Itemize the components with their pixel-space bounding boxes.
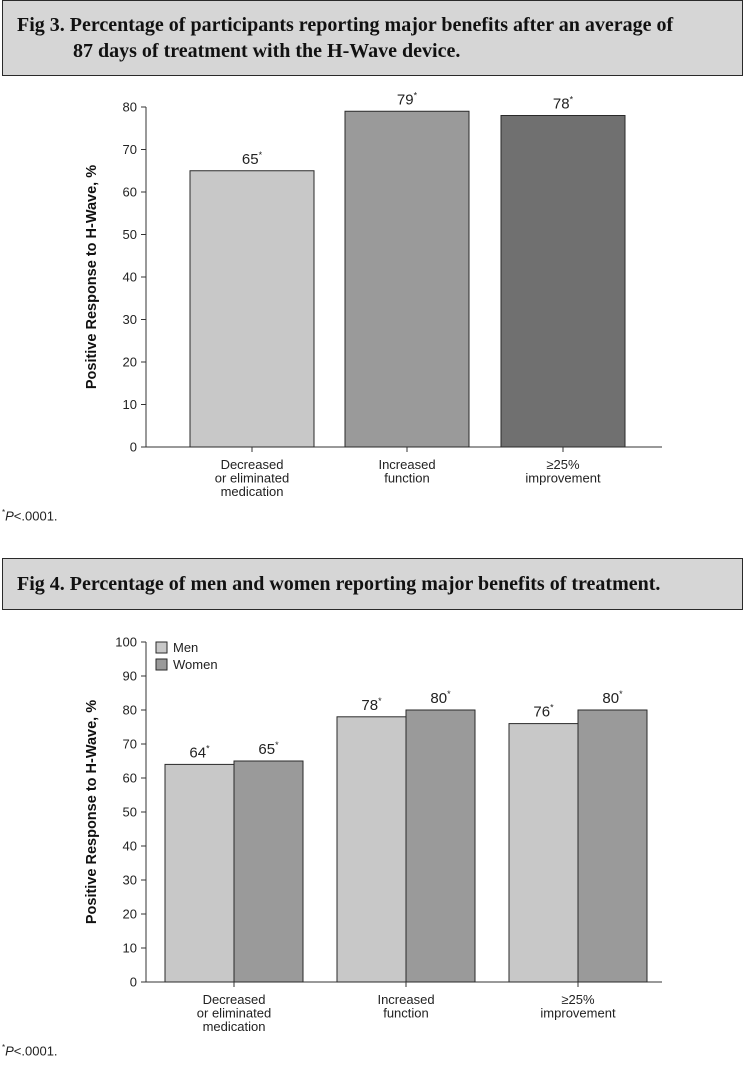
y-axis-title: Positive Response to H-Wave, % — [84, 165, 100, 389]
bar — [344, 110, 470, 448]
bar — [577, 709, 648, 983]
x-category-label: function — [384, 471, 430, 486]
x-category-label: improvement — [540, 1006, 616, 1021]
figure-4-title: Fig 4. Percentage of men and women repor… — [2, 558, 743, 610]
bar — [164, 763, 235, 983]
x-category-label: medication — [203, 1019, 266, 1034]
footnote-p-symbol: P — [5, 1043, 14, 1059]
x-category-label: Decreased — [221, 457, 284, 472]
x-category-label: ≥25% — [546, 457, 580, 472]
legend-swatch — [155, 658, 168, 671]
x-category-label: or eliminated — [215, 471, 289, 486]
y-tick-label: 80 — [123, 100, 137, 115]
x-category-label: Increased — [377, 992, 434, 1007]
y-tick-label: 30 — [123, 873, 137, 888]
y-tick-label: 60 — [123, 771, 137, 786]
footnote-p-value: <.0001. — [13, 508, 58, 524]
bar — [336, 716, 407, 983]
y-axis-title: Positive Response to H-Wave, % — [84, 700, 100, 924]
figure-4-grouped-bar-chart: 0 10 20 30 40 50 60 70 80 90 100 Positive Response … — [84, 635, 662, 1034]
legend-label: Men — [173, 640, 198, 655]
y-tick-label: 100 — [115, 635, 137, 650]
y-tick-label: 80 — [123, 703, 137, 718]
bar-value-label: 64* — [189, 743, 210, 761]
bar-value-label: 80* — [430, 689, 451, 707]
y-tick-label: 90 — [123, 669, 137, 684]
y-tick-label: 60 — [123, 185, 137, 200]
figure-3-bar-chart: 0 10 20 30 40 50 60 70 80 Positive Response to H-… — [84, 90, 662, 499]
y-tick-label: 30 — [123, 312, 137, 327]
legend-label: Women — [173, 657, 218, 672]
figure-3-title: Fig 3. Percentage of participants report… — [2, 0, 743, 76]
y-tick-label: 50 — [123, 227, 137, 242]
bar-value-label: 76* — [533, 703, 554, 721]
x-category-label: function — [383, 1006, 429, 1021]
y-tick-label: 10 — [123, 397, 137, 412]
bar-value-label: 65* — [258, 740, 279, 758]
x-category-label: Increased — [378, 457, 435, 472]
bar — [189, 170, 315, 448]
y-tick-label: 50 — [123, 805, 137, 820]
y-tick-label: 0 — [130, 975, 137, 990]
footnote-asterisk: * — [2, 1043, 6, 1052]
bar — [500, 115, 626, 448]
bar-value-label: 65* — [242, 150, 263, 168]
bar — [233, 760, 304, 983]
bar-value-label: 78* — [553, 95, 574, 113]
footnote-p-value: <.0001. — [13, 1043, 58, 1059]
bar-value-label: 78* — [361, 696, 382, 714]
y-tick-label: 20 — [123, 355, 137, 370]
x-category-label: Decreased — [203, 992, 266, 1007]
figure-3-title-line-1: Fig 3. Percentage of participants report… — [17, 14, 674, 36]
y-tick-label: 0 — [130, 440, 137, 455]
bar — [508, 723, 579, 983]
x-category-label: medication — [221, 484, 284, 499]
figure-4-title-line-1: Fig 4. Percentage of men and women repor… — [17, 573, 661, 595]
y-tick-label: 40 — [123, 270, 137, 285]
x-category-label: ≥25% — [561, 992, 595, 1007]
y-tick-label: 10 — [123, 941, 137, 956]
x-category-label: improvement — [525, 471, 601, 486]
figure-3-title-line-2: 87 days of treatment with the H-Wave dev… — [73, 40, 461, 62]
y-tick-label: 20 — [123, 907, 137, 922]
bar-value-label: 79* — [397, 90, 418, 108]
bar — [405, 709, 476, 983]
footnote-p-symbol: P — [5, 508, 14, 524]
x-category-label: or eliminated — [197, 1006, 271, 1021]
y-tick-label: 70 — [123, 142, 137, 157]
bar-value-label: 80* — [602, 689, 623, 707]
footnote-asterisk: * — [2, 508, 6, 517]
figure-3-footnote: *P<.0001. — [2, 508, 58, 523]
legend-swatch — [155, 641, 168, 654]
figure-4-footnote: *P<.0001. — [2, 1043, 58, 1058]
y-tick-label: 70 — [123, 737, 137, 752]
y-tick-label: 40 — [123, 839, 137, 854]
